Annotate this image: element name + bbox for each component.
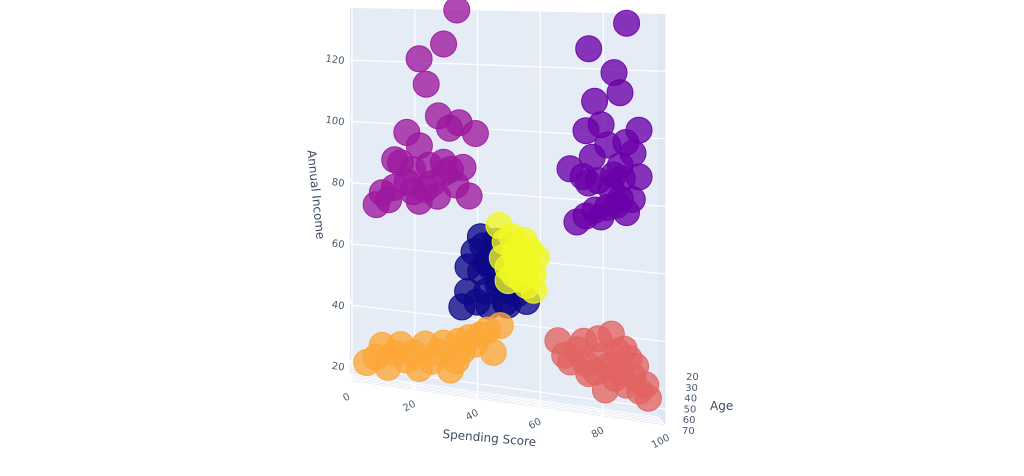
y-gridline bbox=[349, 373, 659, 418]
data-point[interactable] bbox=[393, 168, 421, 196]
data-point[interactable] bbox=[625, 116, 653, 144]
data-point[interactable] bbox=[570, 327, 598, 355]
y-tick-label: 20 bbox=[686, 372, 699, 383]
data-point[interactable] bbox=[626, 377, 654, 405]
x-axis-title: Spending Score bbox=[442, 427, 537, 449]
data-point[interactable] bbox=[610, 335, 638, 363]
x-tick-label: 0 bbox=[341, 391, 352, 404]
data-point[interactable] bbox=[517, 237, 545, 265]
x-tick-label: 40 bbox=[464, 408, 480, 424]
data-point[interactable] bbox=[597, 174, 625, 202]
z-tick-label: 80 bbox=[331, 177, 345, 190]
data-point[interactable] bbox=[448, 293, 476, 321]
y-tick-label: 60 bbox=[683, 415, 696, 426]
z-tick-label: 20 bbox=[331, 361, 345, 374]
data-point[interactable] bbox=[563, 208, 591, 236]
y-gridline bbox=[351, 378, 663, 423]
data-point[interactable] bbox=[625, 163, 653, 191]
z-tick-label: 100 bbox=[325, 115, 345, 129]
z-tick-label: 40 bbox=[331, 300, 345, 313]
x-tick-label: 60 bbox=[527, 416, 543, 432]
data-point[interactable] bbox=[412, 70, 440, 98]
data-point[interactable] bbox=[461, 120, 489, 147]
data-point[interactable] bbox=[601, 364, 629, 392]
data-point[interactable] bbox=[443, 0, 471, 24]
data-point[interactable] bbox=[424, 102, 452, 130]
data-point[interactable] bbox=[353, 349, 381, 376]
data-point[interactable] bbox=[619, 139, 647, 167]
data-point[interactable] bbox=[613, 9, 641, 37]
z-tick-label: 60 bbox=[331, 238, 345, 251]
y-gridline bbox=[351, 379, 665, 425]
data-point[interactable] bbox=[399, 339, 427, 367]
y-gridline bbox=[350, 375, 660, 420]
y-gridline bbox=[351, 381, 666, 427]
data-point[interactable] bbox=[575, 35, 603, 63]
y-gridline bbox=[350, 376, 662, 421]
y-tick-label: 40 bbox=[684, 394, 697, 405]
z-axis-title: Annual Income bbox=[304, 149, 327, 240]
data-point[interactable] bbox=[381, 146, 409, 174]
x-tick-label: 20 bbox=[401, 399, 417, 415]
data-point[interactable] bbox=[498, 223, 526, 250]
data-point[interactable] bbox=[375, 186, 403, 214]
x-tick-label: 80 bbox=[590, 425, 606, 441]
z-tick-label: 120 bbox=[325, 54, 345, 68]
data-point[interactable] bbox=[486, 312, 514, 340]
data-point[interactable] bbox=[455, 324, 483, 352]
y-tick-label: 30 bbox=[685, 383, 698, 394]
x-tick-label: 100 bbox=[650, 432, 672, 451]
right-pane bbox=[658, 14, 666, 426]
y-tick-label: 50 bbox=[684, 404, 697, 415]
data-point[interactable] bbox=[569, 163, 597, 191]
data-point[interactable] bbox=[430, 30, 458, 58]
y-axis-title: Age bbox=[710, 399, 733, 413]
data-point[interactable] bbox=[581, 87, 609, 115]
z-gridline bbox=[351, 366, 667, 410]
data-point[interactable] bbox=[600, 59, 628, 87]
data-point[interactable] bbox=[520, 276, 548, 304]
data-point[interactable] bbox=[437, 356, 464, 384]
data-point[interactable] bbox=[405, 45, 433, 73]
y-tick-label: 70 bbox=[682, 426, 695, 437]
data-point[interactable] bbox=[551, 341, 579, 369]
data-point[interactable] bbox=[415, 151, 443, 179]
data-point[interactable] bbox=[572, 117, 600, 145]
z-axis-ticks: 20 40 60 80 100 120 bbox=[325, 54, 345, 374]
data-point[interactable] bbox=[455, 182, 483, 210]
data-points bbox=[353, 0, 662, 412]
